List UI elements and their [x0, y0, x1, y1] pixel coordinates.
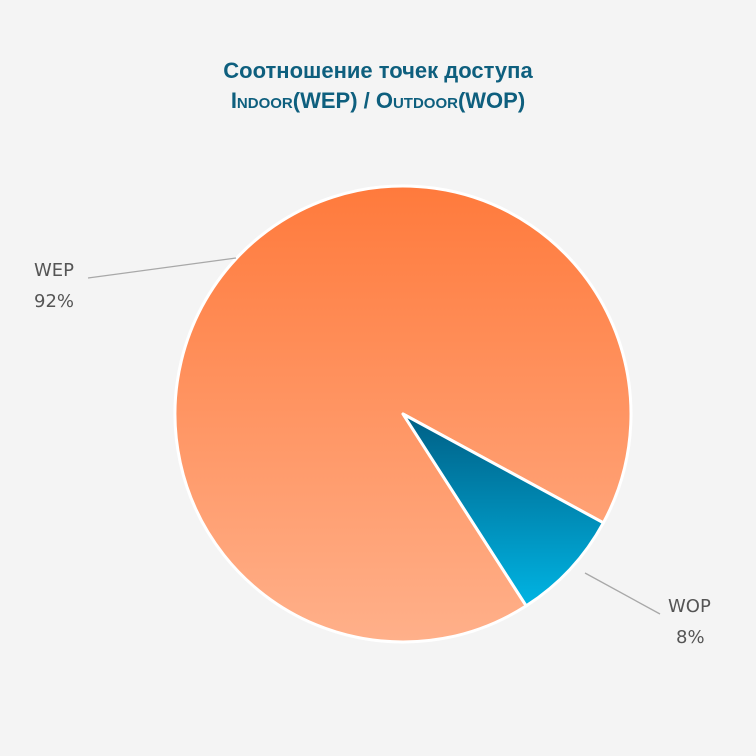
slice-labels: WEP 92% WOP 8% — [34, 260, 711, 648]
pie-slices — [173, 184, 633, 644]
chart-title: Соотношение точек доступа Indoor(WEP) / … — [0, 56, 756, 116]
slice-name-wop: WOP — [668, 596, 711, 617]
slice-name-wep: WEP — [34, 260, 74, 281]
chart-title-line1: Соотношение точек доступа — [223, 58, 533, 83]
slice-value-wep: 92% — [34, 291, 74, 312]
pie-slice-wop — [401, 412, 605, 608]
leader-line-wep — [87, 257, 237, 279]
chart-subtitle: Indoor(WEP) / Outdoor(WOP) — [230, 88, 526, 113]
leader-lines — [87, 257, 661, 615]
slice-value-wop: 8% — [676, 627, 705, 648]
leader-line-wop — [584, 572, 661, 615]
